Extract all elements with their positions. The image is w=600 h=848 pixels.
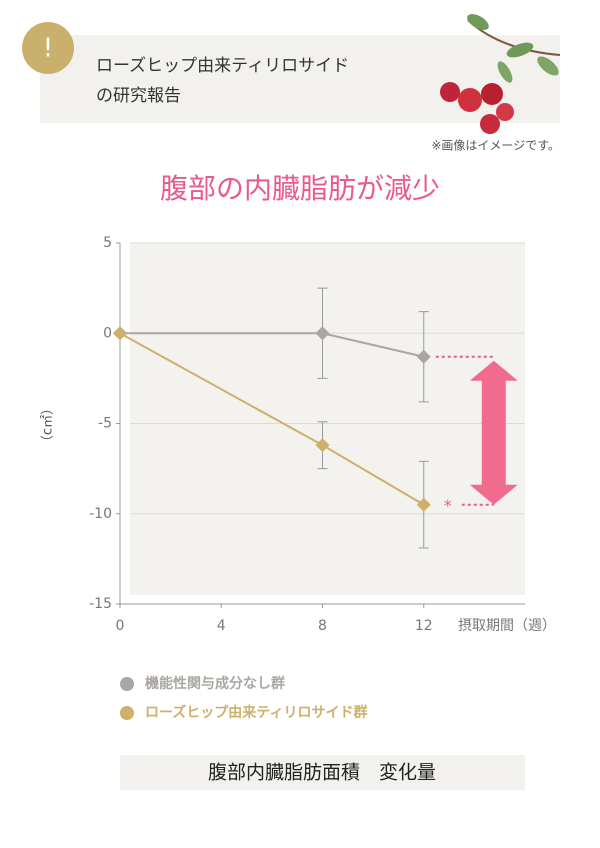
icon [22, 22, 74, 74]
y-tick-label: -15 [89, 596, 112, 612]
x-tick-label: 0 [116, 618, 125, 634]
y-tick-label: 5 [103, 235, 112, 251]
point [315, 438, 330, 453]
x-tick-label: 4 [217, 618, 226, 634]
chart-title: 腹部の内臓脂肪が減少 [160, 172, 440, 205]
header-box [40, 35, 560, 123]
legend-swatch [120, 706, 134, 720]
y-axis-label: （c㎡） [41, 402, 56, 448]
difference-arrow [469, 360, 518, 505]
point [416, 497, 431, 512]
header-line: の研究報告 [96, 86, 181, 106]
header-line: ローズヒップ由来ティリロサイド [96, 56, 349, 76]
point [416, 349, 431, 364]
point [315, 326, 330, 341]
significance-mark: * [444, 496, 452, 515]
point [113, 326, 127, 341]
illustration [440, 14, 561, 134]
legend-label: ローズヒップ由来ティリロサイド群 [145, 704, 367, 721]
y-tick-label: 0 [103, 325, 112, 341]
y-tick-label: -10 [89, 506, 112, 522]
legend-swatch [120, 677, 134, 691]
y-tick-label: -5 [98, 416, 112, 432]
x-tick-label: 8 [318, 618, 327, 634]
icon-text: ! [43, 34, 53, 64]
image-note: ※画像はイメージです。 [431, 139, 560, 153]
x-axis-label: 摂取期間（週） [458, 618, 556, 634]
footer-box [120, 755, 525, 790]
x-tick-label: 12 [415, 618, 433, 634]
footer: 腹部内臓脂肪面積 変化量 [208, 762, 436, 784]
plot-bg [130, 243, 525, 595]
legend-label: 機能性関与成分なし群 [145, 675, 285, 692]
